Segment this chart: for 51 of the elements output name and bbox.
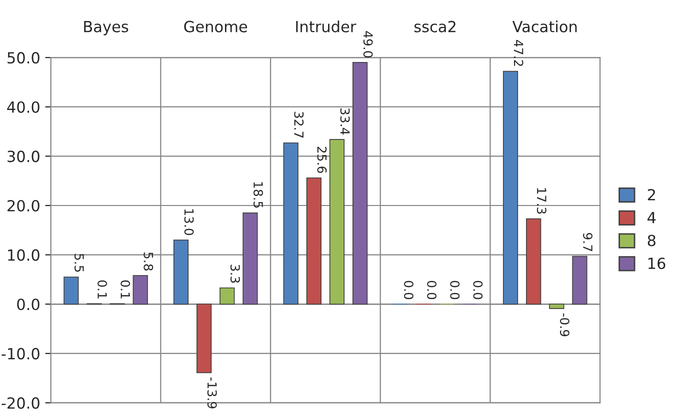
data-label: 17.3 bbox=[536, 188, 546, 214]
data-label: 47.2 bbox=[514, 40, 524, 66]
bar bbox=[196, 304, 212, 374]
data-label: -0.9 bbox=[560, 313, 570, 336]
y-tick-label: 20.0 bbox=[8, 200, 40, 212]
y-tick-label: 30.0 bbox=[8, 150, 40, 162]
data-label: 33.4 bbox=[340, 108, 350, 135]
bar bbox=[132, 275, 148, 305]
data-label: 0.0 bbox=[427, 280, 437, 300]
x-tick-label: Bayes bbox=[84, 21, 128, 36]
legend-label: 16 bbox=[648, 258, 666, 270]
data-label: 5.5 bbox=[74, 254, 84, 272]
y-tick-label: -10.0 bbox=[2, 348, 40, 360]
legend-label: 8 bbox=[648, 234, 656, 246]
data-label: 32.7 bbox=[294, 112, 304, 138]
data-label: 49.0 bbox=[363, 31, 373, 58]
data-label: 3.3 bbox=[230, 264, 240, 283]
y-tick-label: 50.0 bbox=[8, 52, 40, 64]
bar bbox=[502, 70, 518, 305]
x-tick-label: Intruder bbox=[296, 20, 356, 32]
bar bbox=[549, 304, 564, 309]
x-tick-label: Genome bbox=[184, 20, 248, 32]
data-label: -13.9 bbox=[207, 377, 217, 408]
bar bbox=[352, 62, 368, 305]
y-tick-label: 0.0 bbox=[17, 298, 40, 310]
data-label: 0.1 bbox=[120, 280, 130, 298]
data-label: 18.5 bbox=[254, 182, 263, 208]
legend-label: 4 bbox=[648, 212, 656, 224]
data-label: 0.0 bbox=[450, 280, 460, 300]
y-tick-label: 10.0 bbox=[8, 249, 40, 261]
data-label: 5.8 bbox=[144, 252, 154, 271]
x-tick-label: Vacation bbox=[512, 20, 577, 32]
data-label: 13.0 bbox=[184, 209, 194, 236]
y-tick-label: -20.0 bbox=[2, 397, 40, 409]
bar bbox=[329, 138, 345, 305]
data-label: 0.1 bbox=[98, 280, 108, 298]
y-tick-label: 40.0 bbox=[7, 101, 40, 113]
bar bbox=[220, 287, 235, 305]
bar bbox=[526, 218, 542, 305]
bar bbox=[283, 142, 298, 305]
x-tick-label: ssca2 bbox=[414, 20, 456, 32]
bar bbox=[572, 256, 588, 305]
legend-label: 2 bbox=[648, 188, 655, 200]
data-label: 0.0 bbox=[404, 280, 414, 300]
data-label: 0.0 bbox=[473, 280, 483, 300]
bar bbox=[173, 240, 189, 305]
bar bbox=[64, 276, 79, 305]
data-label: 9.7 bbox=[583, 233, 592, 252]
data-label: 25.6 bbox=[317, 146, 327, 173]
bar bbox=[242, 212, 258, 305]
bar bbox=[306, 177, 322, 305]
